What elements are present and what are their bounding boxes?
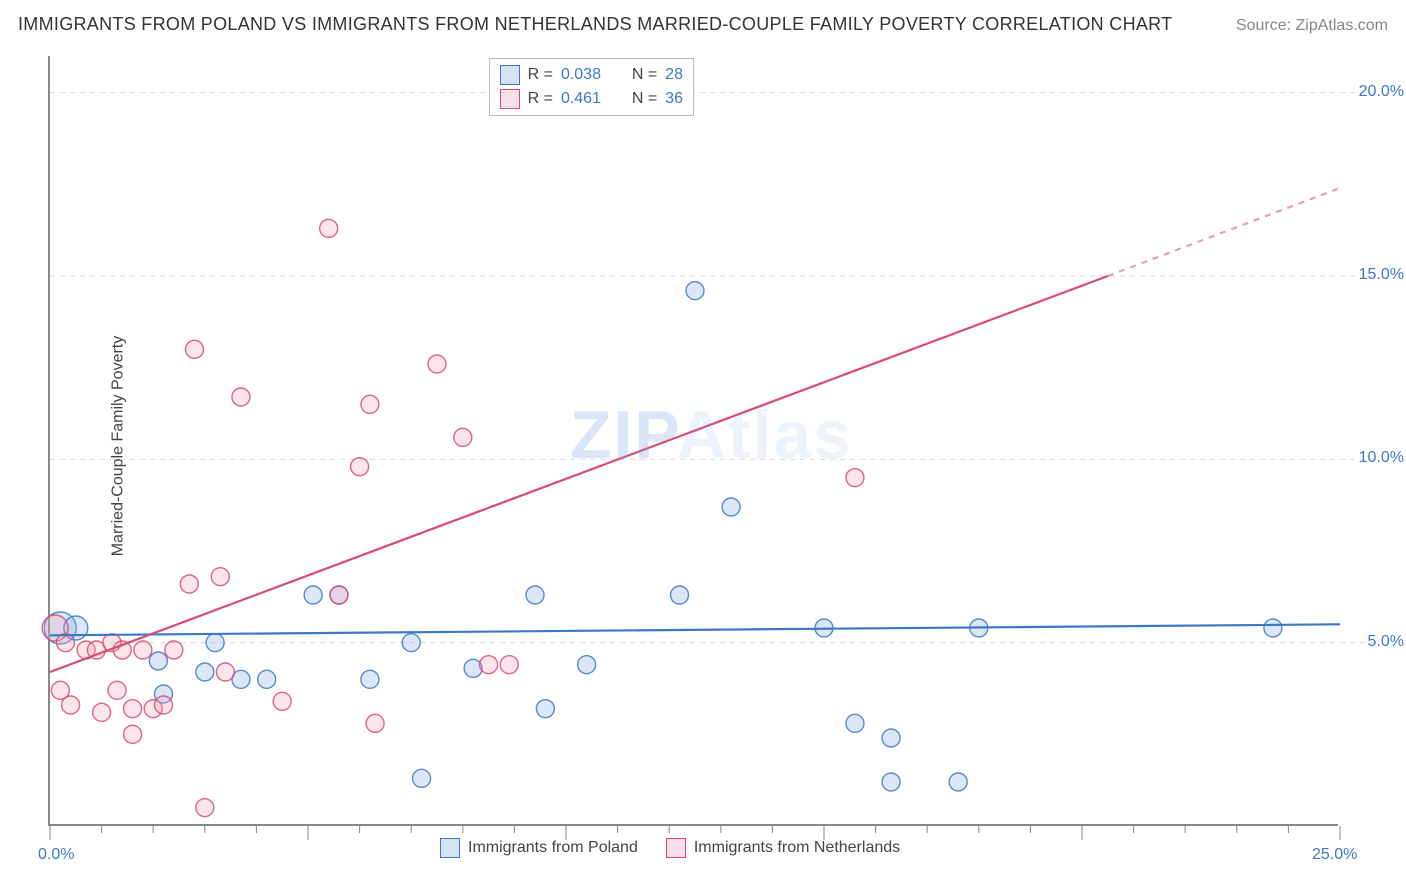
series-legend-poland: Immigrants from Poland [440,838,638,858]
source-label: Source: ZipAtlas.com [1236,17,1388,35]
series-legend-netherlands: Immigrants from Netherlands [666,838,900,858]
x-tick-label: 0.0% [38,846,74,864]
y-tick-label: 10.0% [1359,449,1404,467]
chart-plot-area: ZIPAtlas R = 0.038 N = 28R = 0.461 N = 3… [48,56,1338,826]
y-tick-label: 15.0% [1359,266,1404,284]
scatter-chart-svg [50,56,1340,826]
chart-title: IMMIGRANTS FROM POLAND VS IMMIGRANTS FRO… [18,14,1172,35]
legend-row-netherlands: R = 0.461 N = 36 [500,87,683,111]
legend-row-poland: R = 0.038 N = 28 [500,63,683,87]
x-tick-label: 25.0% [1312,846,1357,864]
y-tick-label: 20.0% [1359,83,1404,101]
series-legend: Immigrants from Poland Immigrants from Ne… [440,838,900,858]
correlation-legend: R = 0.038 N = 28R = 0.461 N = 36 [489,58,694,116]
y-tick-label: 5.0% [1368,633,1404,651]
